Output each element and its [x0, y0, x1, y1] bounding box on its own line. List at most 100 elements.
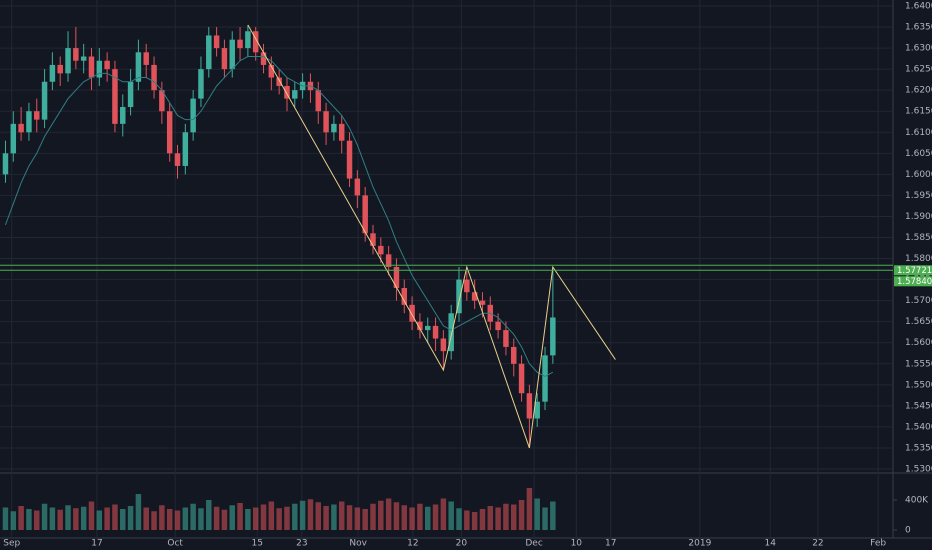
volume-bar [370, 503, 376, 530]
volume-bar [534, 498, 540, 530]
candle-body [174, 153, 181, 166]
y-tick-label: 1.55000 [905, 380, 932, 390]
volume-bar [229, 505, 235, 530]
candle-body [315, 90, 321, 112]
candle-body [409, 304, 415, 322]
volume-bar [550, 501, 556, 530]
volume-bar [385, 498, 392, 530]
candle-body [104, 60, 110, 70]
candle-body [26, 111, 32, 133]
candle-body [73, 48, 79, 61]
volume-bar [135, 494, 142, 530]
volume-bar [198, 508, 204, 530]
candle-body [331, 123, 337, 133]
candle-body [354, 178, 361, 196]
price-level-label: 1.57840 [897, 277, 932, 287]
candle-body [260, 52, 267, 65]
y-tick-label: 1.61000 [905, 128, 932, 138]
price-level-label: 1.57721 [897, 266, 932, 276]
candle-body [10, 123, 17, 154]
volume-bar [10, 511, 17, 530]
volume-bar [471, 512, 478, 530]
volume-bar [542, 507, 548, 530]
volume-bar [323, 506, 329, 530]
volume-bar [174, 510, 181, 530]
volume-bar [440, 498, 447, 530]
volume-bar [299, 500, 306, 530]
candle-body [143, 52, 149, 65]
volume-bar [315, 502, 321, 530]
candle-body [393, 266, 400, 289]
y-tick-label: 1.53000 [905, 465, 932, 475]
y-tick-label: 1.59000 [905, 212, 932, 222]
candle-body [57, 64, 63, 74]
volume-bar [166, 509, 173, 530]
volume-bar [88, 501, 95, 530]
x-tick-label: 23 [296, 539, 307, 549]
volume-bar [268, 501, 275, 530]
candle-body [41, 81, 48, 120]
candle-body [88, 56, 95, 78]
volume-bar [526, 488, 533, 530]
candle-body [112, 69, 118, 124]
volume-bar [338, 501, 345, 530]
candle-body [292, 90, 298, 99]
candle-body [385, 254, 392, 267]
candle-body [182, 132, 189, 166]
x-tick-label: Feb [870, 539, 886, 549]
volume-bar [346, 505, 353, 530]
volume-bar [80, 506, 87, 530]
candle-body [2, 153, 9, 175]
candle-body [34, 111, 40, 120]
volume-bar [417, 503, 423, 530]
candle-body [511, 346, 517, 364]
volume-bar [127, 506, 134, 530]
volume-bar [57, 509, 63, 530]
volume-bar [26, 509, 32, 530]
volume-bar [206, 500, 212, 530]
y-tick-label: 1.60000 [905, 170, 932, 180]
candle-body [229, 39, 235, 70]
x-tick-label: 12 [407, 539, 418, 549]
candle-body [471, 292, 478, 301]
candle-body [135, 52, 142, 82]
candle-body [206, 35, 212, 70]
volume-bar [432, 504, 439, 530]
x-tick-label: 10 [571, 539, 583, 549]
candle-body [198, 69, 204, 99]
volume-bar [456, 508, 462, 530]
candle-body [362, 195, 368, 234]
volume-bar [495, 507, 501, 530]
volume-bar [34, 510, 40, 530]
y-tick-label: 1.63500 [905, 23, 932, 33]
volume-bar [487, 506, 494, 530]
volume-bar [464, 510, 470, 530]
x-tick-label: Sep [3, 539, 20, 549]
candle-body [65, 48, 71, 74]
y-tick-label: 1.64000 [905, 2, 932, 12]
volume-bar [18, 506, 24, 530]
candle-body [120, 107, 126, 124]
volume-bar [331, 504, 337, 530]
y-tick-label: 1.58000 [905, 254, 932, 264]
x-tick-label: 20 [456, 539, 468, 549]
volume-bar [393, 502, 400, 530]
volume-bar [260, 504, 267, 530]
volume-bar [307, 499, 314, 530]
volume-bar [354, 507, 361, 530]
volume-bar [424, 506, 431, 530]
x-tick-label: 17 [605, 539, 616, 549]
y-tick-label: 1.62000 [905, 86, 932, 96]
candle-body [456, 279, 462, 314]
volume-bar [2, 507, 9, 530]
y-tick-label: 1.58500 [905, 233, 932, 243]
candle-body [417, 321, 423, 331]
candle-body [190, 98, 196, 133]
y-tick-label: 1.57000 [905, 296, 932, 306]
volume-bar [409, 507, 415, 530]
x-tick-label: 15 [252, 539, 263, 549]
candle-body [268, 64, 275, 78]
candle-body [159, 90, 165, 112]
candle-body [338, 123, 345, 141]
